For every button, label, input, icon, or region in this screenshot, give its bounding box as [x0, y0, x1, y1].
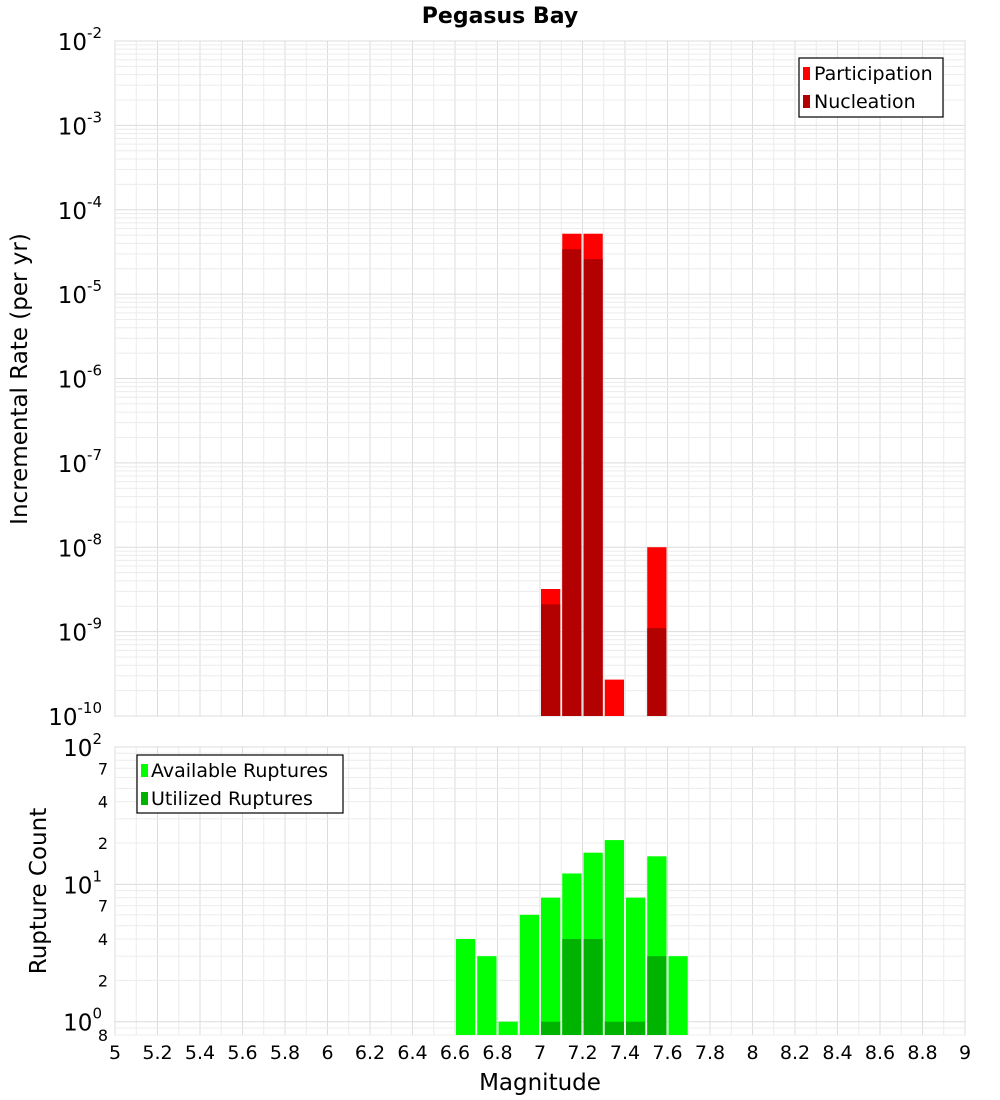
count-plot-legend: Available Ruptures Utilized Ruptures [136, 754, 344, 814]
legend-label-utilized: Utilized Ruptures [151, 788, 313, 810]
count-plot-y-axis-title: Rupture Count [26, 808, 52, 974]
y-tick-label: 100 [63, 1005, 102, 1037]
y-tick-label: 2 [98, 834, 108, 853]
available-ruptures-bar [626, 897, 646, 1035]
nucleation-bar [647, 628, 667, 716]
utilized-ruptures-bar [562, 939, 582, 1035]
available-ruptures-bar [477, 956, 497, 1035]
x-axis-title: Magnitude [479, 1070, 601, 1096]
nucleation-bar [562, 249, 582, 716]
utilized-ruptures-bar [626, 1021, 646, 1035]
x-tick-label: 7.4 [610, 1042, 640, 1064]
nucleation-bar [583, 259, 603, 716]
y-tick-label: 10-10 [48, 699, 102, 731]
legend-swatch-nucleation [803, 95, 810, 108]
rate-plot-grid [114, 40, 966, 717]
y-tick-label: 10-7 [58, 446, 102, 478]
chart-title: Pegasus Bay [422, 4, 578, 29]
available-ruptures-bar [541, 897, 561, 1035]
x-tick-label: 9 [959, 1042, 971, 1064]
available-ruptures-bar [456, 939, 476, 1035]
legend-label-participation: Participation [814, 63, 933, 85]
x-tick-label: 5.2 [142, 1042, 172, 1064]
y-tick-label: 8 [98, 1026, 108, 1045]
y-tick-label: 10-5 [58, 277, 102, 309]
utilized-ruptures-bar [541, 1021, 561, 1035]
rate-plot-y-axis-title: Incremental Rate (per yr) [7, 233, 33, 525]
available-ruptures-bar [498, 1021, 518, 1035]
available-ruptures-bar [519, 914, 539, 1035]
y-tick-label: 7 [98, 759, 108, 778]
available-ruptures-bar [604, 840, 624, 1035]
y-tick-label: 101 [63, 867, 102, 899]
y-tick-label: 7 [98, 897, 108, 916]
rate-plot-legend-box [798, 57, 944, 118]
rate-plot-bars [541, 233, 667, 716]
legend-label-available: Available Ruptures [151, 760, 328, 782]
nucleation-bar [541, 604, 561, 716]
y-tick-label: 2 [98, 971, 108, 990]
x-tick-label: 6.2 [355, 1042, 385, 1064]
y-tick-label: 4 [98, 930, 108, 949]
available-ruptures-bar [668, 956, 688, 1035]
x-tick-label: 6.4 [397, 1042, 427, 1064]
legend-swatch-participation [803, 67, 810, 80]
count-plot-bars [456, 840, 688, 1035]
x-tick-label: 6.6 [440, 1042, 470, 1064]
x-tick-label: 6 [321, 1042, 333, 1064]
x-tick-label: 7.8 [695, 1042, 725, 1064]
y-tick-label: 4 [98, 793, 108, 812]
y-tick-label: 10-3 [58, 108, 102, 140]
x-tick-label: 8.4 [822, 1042, 852, 1064]
x-tick-label: 5.8 [270, 1042, 300, 1064]
y-tick-label: 102 [63, 730, 102, 762]
y-tick-label: 10-6 [58, 362, 102, 394]
participation-bar [604, 679, 624, 716]
x-tick-label: 7.6 [652, 1042, 682, 1064]
x-tick-label: 5.4 [185, 1042, 215, 1064]
rate-plot-legend: Participation Nucleation [798, 57, 944, 118]
legend-label-nucleation: Nucleation [814, 91, 916, 113]
legend-swatch-available [141, 764, 148, 777]
utilized-ruptures-bar [583, 939, 603, 1035]
legend-swatch-utilized [141, 792, 148, 805]
x-tick-label: 8 [746, 1042, 758, 1064]
y-tick-label: 10-2 [58, 24, 102, 56]
count-plot-legend-box [136, 754, 344, 814]
y-tick-label: 10-4 [58, 193, 102, 225]
x-tick-label: 5.6 [227, 1042, 257, 1064]
x-tick-label: 7.2 [567, 1042, 597, 1064]
x-tick-label: 7 [534, 1042, 546, 1064]
x-tick-label: 6.8 [482, 1042, 512, 1064]
y-tick-label: 10-9 [58, 615, 102, 647]
x-tick-label: 8.8 [907, 1042, 937, 1064]
x-tick-label: 5 [109, 1042, 121, 1064]
x-tick-label: 8.6 [865, 1042, 895, 1064]
rate-plot-y-ticks: 10-2 10-3 10-4 10-5 10-6 10-7 10-8 10-9 10-10 [48, 24, 102, 731]
count-plot-grid [114, 746, 966, 1036]
x-tick-label: 8.2 [780, 1042, 810, 1064]
rate-plot: 10-2 10-3 10-4 10-5 10-6 10-7 10-8 10-9 10-10 In… [7, 24, 966, 731]
utilized-ruptures-bar [647, 956, 667, 1035]
y-tick-label: 10-8 [58, 530, 102, 562]
count-plot-x-ticks: 5 5.2 5.4 5.6 5.8 6 6.2 6.4 6.6 6.8 7 7.2 7.4 7.6 7.8 8… [109, 1042, 971, 1064]
utilized-ruptures-bar [604, 1021, 624, 1035]
